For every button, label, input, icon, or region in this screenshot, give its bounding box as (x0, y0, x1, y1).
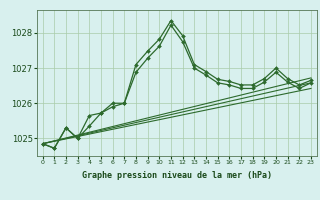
X-axis label: Graphe pression niveau de la mer (hPa): Graphe pression niveau de la mer (hPa) (82, 171, 272, 180)
